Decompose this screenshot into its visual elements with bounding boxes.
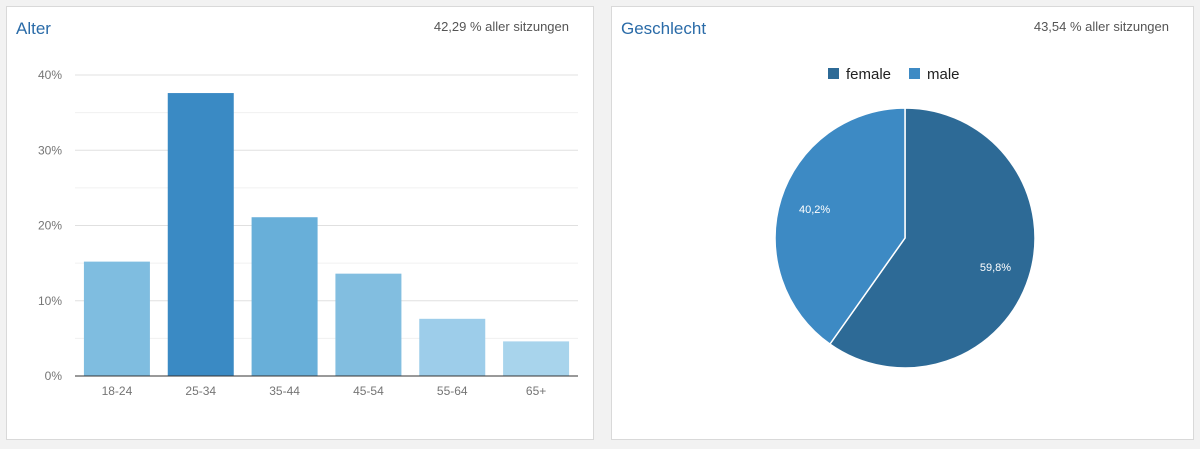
age-card-title: Alter bbox=[16, 19, 51, 38]
y-tick-label: 30% bbox=[38, 143, 62, 157]
legend-swatch bbox=[828, 68, 839, 79]
x-tick-label: 65+ bbox=[526, 384, 546, 398]
bar-18-24[interactable] bbox=[83, 261, 150, 376]
bar-55-64[interactable] bbox=[419, 318, 486, 376]
gender-sessions-share: 43,54 % aller sitzungen bbox=[1033, 19, 1169, 34]
gender-pie-chart: female male 59,8% 40,2% bbox=[774, 66, 1036, 369]
bar-65+[interactable] bbox=[503, 341, 570, 376]
pie-slice-male[interactable] bbox=[774, 107, 906, 346]
age-bar-chart: 0% 10% 20% 30% 40% 18-24 25-34 35-44 45-54 55-64 6… bbox=[38, 68, 578, 398]
x-tick-label: 18-24 bbox=[102, 384, 133, 398]
gender-card-title: Geschlecht bbox=[621, 19, 707, 38]
legend-item-female[interactable]: female bbox=[828, 66, 891, 83]
legend-label: female bbox=[846, 66, 891, 83]
x-tick-label: 35-44 bbox=[269, 384, 300, 398]
x-tick-label: 25-34 bbox=[185, 384, 216, 398]
legend-label: male bbox=[927, 66, 960, 83]
age-sessions-share: 42,29 % aller sitzungen bbox=[433, 19, 569, 34]
legend-item-male[interactable]: male bbox=[909, 66, 960, 83]
age-card: Alter 42,29 % aller sitzungen 0% 10% 20% 30… bbox=[6, 6, 594, 440]
y-tick-label: 20% bbox=[38, 219, 62, 233]
pie-label-male: 40,2% bbox=[799, 204, 830, 216]
gender-card: Geschlecht 43,54 % aller sitzungen femal… bbox=[611, 6, 1194, 440]
y-tick-label: 40% bbox=[38, 68, 62, 82]
y-tick-label: 0% bbox=[45, 369, 63, 383]
bar-25-34[interactable] bbox=[167, 93, 234, 376]
pie-slice-female[interactable] bbox=[828, 107, 1036, 369]
bar-35-44[interactable] bbox=[251, 217, 318, 376]
x-tick-label: 45-54 bbox=[353, 384, 384, 398]
pie-label-female: 59,8% bbox=[980, 262, 1011, 274]
y-tick-label: 10% bbox=[38, 294, 62, 308]
legend-swatch bbox=[909, 68, 920, 79]
x-tick-label: 55-64 bbox=[437, 384, 468, 398]
bar-45-54[interactable] bbox=[335, 273, 402, 376]
